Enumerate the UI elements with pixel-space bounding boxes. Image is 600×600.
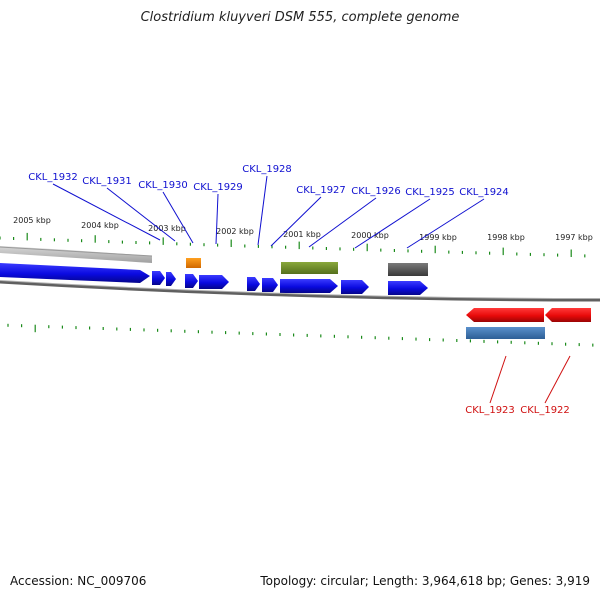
- scale-ticks-lower: [7, 323, 594, 347]
- scale-label: 2000 kbp: [351, 231, 389, 240]
- gene-features: [0, 246, 600, 339]
- forward-gene: [166, 272, 176, 286]
- scale-label: 2002 kbp: [216, 227, 254, 236]
- gene-label: CKL_1922: [520, 405, 570, 416]
- scale-label: 1998 kbp: [487, 233, 525, 242]
- gene-label: CKL_1928: [242, 164, 292, 175]
- scale-label: 1997 kbp: [555, 233, 593, 242]
- scale-label: 2003 kbp: [148, 224, 186, 233]
- label-leader-line: [52, 183, 161, 241]
- forward-gene: [388, 281, 428, 295]
- forward-gene: [262, 278, 278, 292]
- gene-label: CKL_1931: [82, 176, 132, 187]
- steelblue-feature: [466, 327, 545, 339]
- gene-labels-forward: CKL_1932 CKL_1931 CKL_1930 CKL_1929 CKL_1928…: [28, 164, 509, 249]
- reverse-gene: [466, 308, 544, 322]
- label-leader-line: [215, 193, 219, 245]
- forward-gene: [185, 274, 198, 288]
- label-leader-line: [162, 191, 194, 244]
- label-leader-line: [257, 175, 268, 246]
- scale-label: 2001 kbp: [283, 230, 321, 239]
- orange-feature: [186, 258, 201, 268]
- genome-summary-text: Topology: circular; Length: 3,964,618 bp…: [260, 574, 590, 588]
- scale-label: 2004 kbp: [81, 221, 119, 230]
- forward-gene: [341, 280, 369, 294]
- gene-label: CKL_1929: [193, 182, 243, 193]
- gene-label: CKL_1927: [296, 185, 346, 196]
- forward-gene: [280, 279, 338, 293]
- map-title: Clostridium kluyveri DSM 555, complete g…: [140, 10, 460, 25]
- scale-label: 1999 kbp: [419, 233, 457, 242]
- forward-gene: [152, 271, 165, 285]
- gene-label: CKL_1924: [459, 187, 509, 198]
- genome-backbone-shine: [0, 280, 600, 299]
- label-leader-line: [354, 198, 431, 249]
- label-leader-line: [308, 197, 377, 248]
- gene-label: CKL_1923: [465, 405, 515, 416]
- gene-label: CKL_1932: [28, 172, 78, 183]
- forward-gene: [0, 263, 150, 283]
- label-leader-line: [544, 355, 571, 404]
- gene-label: CKL_1930: [138, 180, 188, 191]
- backbone-segment-left: [0, 246, 153, 257]
- gene-labels-reverse: CKL_1923 CKL_1922: [465, 355, 571, 416]
- reverse-gene: [545, 308, 591, 322]
- scale-labels: 2005 kbp 2004 kbp 2003 kbp 2002 kbp 2001 kbp…: [13, 216, 593, 242]
- label-leader-line: [106, 187, 176, 242]
- forward-gene: [199, 275, 229, 289]
- scale-ticks-upper: [0, 232, 586, 258]
- olive-feature: [281, 262, 338, 274]
- accession-text: Accession: NC_009706: [10, 574, 147, 588]
- gene-label: CKL_1926: [351, 186, 401, 197]
- label-leader-line: [270, 196, 322, 247]
- gray-feature: [388, 263, 428, 276]
- label-leader-line: [489, 355, 507, 404]
- gene-label: CKL_1925: [405, 187, 455, 198]
- genome-backbone: [0, 280, 600, 302]
- gray-band-feature: [0, 246, 152, 263]
- label-leader-line: [406, 198, 485, 249]
- forward-gene: [247, 277, 260, 291]
- scale-label: 2005 kbp: [13, 216, 51, 225]
